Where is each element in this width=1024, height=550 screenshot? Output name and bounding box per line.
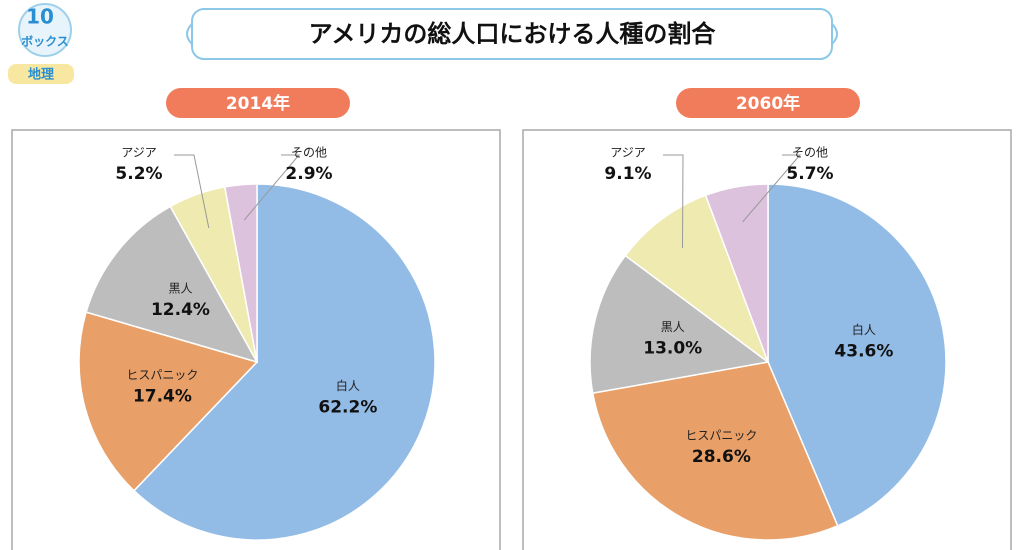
slice-value: 5.2%: [115, 164, 162, 184]
slice-value: 5.7%: [786, 164, 833, 184]
pie-slice: [132, 183, 436, 541]
logo-name: ボックス: [21, 34, 69, 49]
pie-slice: [85, 205, 259, 364]
slice-value: 12.4%: [151, 300, 210, 320]
pie-slice: [767, 183, 947, 527]
slice-name: 白人: [336, 378, 360, 393]
pie-slice: [78, 311, 259, 492]
pie-slice: [589, 254, 770, 395]
logo-tag: [8, 64, 74, 84]
year-pill: [676, 88, 860, 118]
year-pill: [166, 88, 350, 118]
slice-name: ヒスパニック: [685, 429, 757, 443]
leader-line: [243, 154, 301, 221]
slice-value: 43.6%: [834, 341, 893, 361]
slice-value: 62.2%: [318, 397, 377, 417]
slice-name: 黒人: [661, 320, 685, 334]
chart-title: 2014年: [226, 93, 290, 114]
slice-value: 9.1%: [604, 164, 651, 184]
logo-badge: [18, 3, 72, 57]
slice-name: 黒人: [168, 281, 192, 295]
slice-name: 白人: [852, 322, 876, 337]
pie-slice: [704, 183, 769, 363]
title-banner: [191, 8, 833, 60]
slice-name: アジア: [610, 146, 646, 160]
logo: 10 ボックス 地理: [8, 3, 74, 84]
logo-subject: 地理: [28, 67, 54, 83]
leader-line: [742, 154, 802, 223]
slice-value: 13.0%: [643, 338, 702, 358]
chart-title: 2060年: [736, 93, 800, 114]
slice-name: ヒスパニック: [126, 368, 198, 382]
slice-name: その他: [792, 146, 828, 160]
logo-number: 10: [26, 5, 54, 29]
leader-line: [663, 154, 684, 249]
pie-slice: [624, 194, 770, 365]
slice-value: 17.4%: [133, 386, 192, 406]
leader-line: [174, 154, 210, 229]
page-title: アメリカの総人口における人種の割合: [309, 20, 717, 48]
slice-name: アジア: [121, 146, 157, 160]
banner-ornament: [186, 23, 838, 45]
slice-value: 2.9%: [285, 164, 332, 184]
pie-slice: [223, 183, 258, 363]
slice-value: 28.6%: [692, 447, 751, 467]
pie-slice: [591, 361, 839, 541]
slice-name: その他: [291, 146, 327, 160]
